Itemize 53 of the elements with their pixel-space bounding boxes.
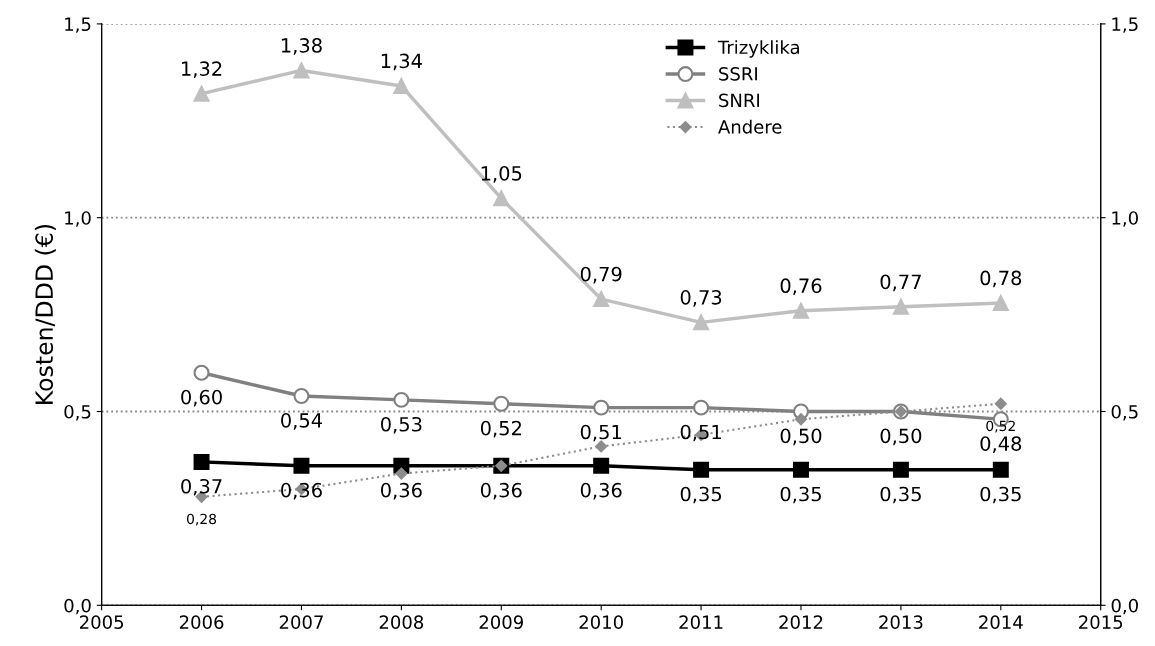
- data-label: 0,78: [980, 270, 1022, 288]
- data-label: 0,35: [680, 486, 722, 504]
- data-label: 0,28: [187, 513, 217, 526]
- data-label: 0,48: [980, 436, 1022, 453]
- data-label: 0,53: [381, 416, 422, 434]
- data-label: 0,51: [680, 424, 721, 442]
- legend-label: Andere: [718, 119, 782, 134]
- y2-tick-label: 1,0: [1112, 211, 1138, 227]
- data-label: 0,52: [480, 420, 521, 438]
- x-tick-label: 2010: [579, 615, 623, 629]
- data-label: 0,50: [880, 428, 922, 446]
- x-tick-label: 2011: [679, 615, 723, 629]
- data-label: 0,35: [780, 486, 821, 504]
- data-label: 0,54: [281, 413, 323, 430]
- data-label: 0,37: [181, 478, 222, 496]
- x-tick-label: 2008: [379, 615, 424, 629]
- data-label: 0,77: [880, 274, 921, 292]
- x-tick-label: 2014: [979, 615, 1023, 629]
- y-tick-label: 1,0: [65, 211, 91, 227]
- y-tick-label: 0,0: [64, 598, 91, 615]
- data-label: 1,32: [182, 61, 222, 78]
- data-label: 0,79: [580, 266, 622, 284]
- x-tick-label: 2007: [279, 615, 323, 629]
- legend-label: Trizyklika: [717, 40, 799, 58]
- data-label: 1,38: [281, 38, 322, 55]
- y2-tick-label: 0,0: [1111, 598, 1138, 615]
- data-label: 0,51: [580, 424, 622, 442]
- legend-label: SSRI: [719, 66, 757, 81]
- data-label: 0,35: [980, 486, 1021, 504]
- data-label: 0,36: [580, 482, 622, 500]
- y-tick-label: 0,5: [64, 404, 91, 421]
- x-tick-label: 2009: [479, 615, 523, 629]
- data-label: 0,50: [780, 428, 822, 446]
- data-label: 0,36: [480, 482, 522, 500]
- data-label: 1,05: [481, 165, 522, 183]
- data-label: 0,36: [281, 482, 322, 500]
- data-label: 1,34: [381, 53, 422, 71]
- x-tick-label: 2006: [179, 615, 224, 629]
- x-tick-label: 2012: [779, 615, 823, 629]
- y-axis-title: Kosten/DDD (€): [34, 225, 56, 404]
- y2-tick-label: 1,5: [1112, 17, 1138, 33]
- x-tick-label: 2005: [79, 615, 124, 629]
- x-tick-label: 2013: [879, 615, 923, 629]
- data-label: 0,52: [986, 420, 1015, 433]
- data-label: 0,36: [381, 482, 422, 500]
- y2-tick-label: 0,5: [1111, 404, 1138, 421]
- legend-label: SNRI: [719, 93, 759, 108]
- x-tick-label: 2015: [1079, 615, 1123, 629]
- data-label: 0,73: [680, 289, 722, 307]
- data-label: 0,60: [181, 389, 222, 407]
- y-tick-label: 1,5: [65, 17, 91, 33]
- data-label: 0,35: [880, 486, 921, 504]
- data-label: 0,76: [780, 278, 822, 296]
